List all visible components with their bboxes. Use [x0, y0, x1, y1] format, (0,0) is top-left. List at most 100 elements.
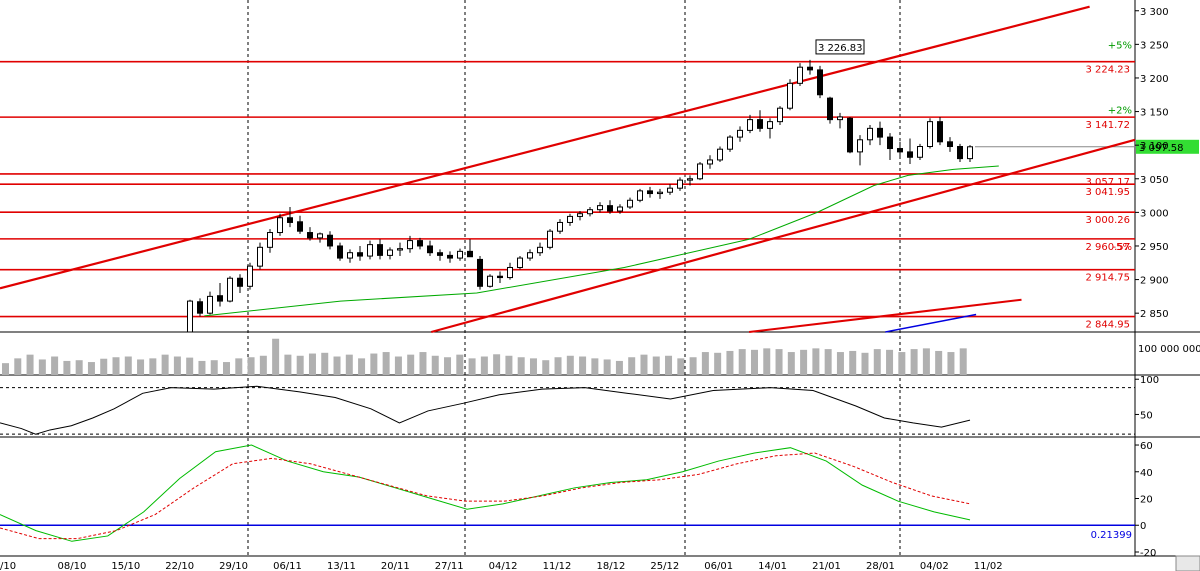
volume-bar [529, 358, 537, 375]
volume-bar [186, 357, 194, 375]
date-tick-label: 04/12 [489, 561, 518, 571]
volume-bar [296, 355, 304, 375]
volume-bar [308, 353, 316, 375]
candle-body [427, 245, 433, 254]
short-trend-line [748, 298, 1022, 333]
date-tick-label: 20/11 [381, 561, 410, 571]
volume-bars: 100 000 000 [2, 338, 1200, 375]
volume-bar [726, 350, 734, 375]
volume-scale-label: 100 000 000 [1138, 344, 1200, 355]
candle-body [957, 146, 963, 160]
candle-body [567, 215, 573, 223]
volume-bar [517, 357, 525, 375]
volume-bar [861, 352, 869, 375]
volume-bar [738, 349, 746, 375]
volume-bar [505, 355, 513, 375]
date-tick-label: 15/10 [111, 561, 140, 571]
price-axis: 3 300 3 250 3 200 3 150 3 100 3 050 3 000 2 950… [1135, 7, 1169, 320]
level-label: 3 000.26 [1085, 215, 1130, 226]
candle-body [377, 244, 383, 256]
candle-body [547, 230, 553, 248]
candle-body [587, 209, 593, 215]
volume-bar [554, 357, 562, 375]
price-tick-label: 3 000 [1140, 208, 1169, 219]
moving-average-line [204, 165, 999, 317]
candle-body [367, 244, 373, 257]
oscillator-1: 100 50 [0, 375, 1159, 435]
volume-bar [419, 352, 427, 375]
volume-bar [493, 354, 501, 375]
candle-body [827, 97, 833, 121]
candle-body [857, 139, 863, 153]
candle-body [207, 295, 213, 314]
candle-body [257, 246, 263, 267]
channel-lower-line [431, 138, 1136, 334]
volume-bar [591, 358, 599, 375]
candle-body [717, 148, 723, 161]
volume-bar [652, 356, 660, 375]
osc2-signal-line [0, 444, 971, 542]
volume-bar [149, 358, 157, 375]
volume-bar [173, 356, 181, 375]
date-tick-label: 04/02 [920, 561, 949, 571]
price-tick-label: 3 200 [1140, 74, 1169, 85]
date-tick-label: 21/01 [812, 561, 841, 571]
candle-body [287, 217, 293, 223]
date-tick-label: /10 [0, 561, 16, 571]
candle-body [747, 119, 753, 131]
volume-bar [235, 358, 243, 375]
candle-body [347, 252, 353, 259]
price-tick-label: 2 950 [1140, 242, 1169, 253]
date-tick-label: 08/10 [57, 561, 86, 571]
candle-body [837, 116, 843, 121]
candle-body [627, 199, 633, 208]
volume-bar [480, 356, 488, 375]
osc1-line [0, 385, 971, 435]
volume-bar [603, 359, 611, 375]
percent-label: +5% [1108, 40, 1132, 51]
volume-bar [247, 357, 255, 375]
date-tick-label: 11/02 [974, 561, 1003, 571]
candle-body [927, 121, 933, 148]
date-tick-label: 28/01 [866, 561, 895, 571]
volume-bar [579, 356, 587, 375]
candle-body [387, 249, 393, 256]
horizontal-levels: 3 224.23 3 141.72 3 057.173 041.95 3 000.26… [0, 40, 1199, 331]
candle-body [597, 205, 603, 211]
volume-bar [14, 358, 22, 375]
date-tick-label: 06/01 [704, 561, 733, 571]
candle-body [697, 163, 703, 180]
level-label: 3 041.95 [1085, 187, 1130, 198]
candle-body [657, 191, 663, 195]
volume-bar [210, 360, 218, 375]
level-label: 2 844.95 [1085, 320, 1130, 331]
volume-bar [370, 353, 378, 375]
candle-body [817, 69, 823, 96]
candle-body [237, 277, 243, 287]
volume-bar [542, 360, 550, 375]
osc1-tick-label: 50 [1140, 410, 1153, 421]
candle-body [267, 232, 273, 248]
volume-bar [836, 352, 844, 375]
volume-bar [272, 338, 280, 375]
candle-body [447, 254, 453, 259]
candle-body [307, 232, 313, 239]
date-tick-label: 13/11 [327, 561, 356, 571]
volume-bar [100, 358, 108, 375]
candle-body [537, 246, 543, 254]
candle-body [517, 257, 523, 268]
peak-annotation-box [815, 39, 865, 55]
price-tick-label: 3 100 [1140, 141, 1169, 152]
candle-body [457, 250, 463, 259]
candle-body [327, 234, 333, 247]
candle-body [507, 266, 513, 279]
date-tick-label: 11/12 [543, 561, 572, 571]
volume-bar [259, 355, 267, 375]
date-tick-label: 22/10 [165, 561, 194, 571]
candle-body [967, 146, 973, 160]
level-label: 2 960.57 [1085, 242, 1130, 253]
osc2-tick-label: -20 [1140, 548, 1156, 559]
candle-body [917, 146, 923, 158]
volume-bar [665, 355, 673, 375]
